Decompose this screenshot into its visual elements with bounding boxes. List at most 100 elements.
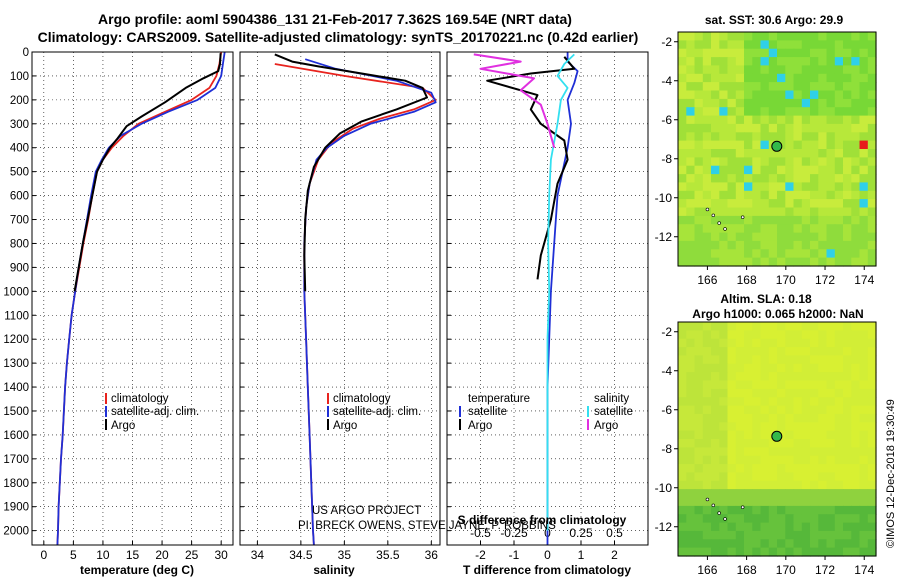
map-cell bbox=[686, 157, 696, 167]
map-cell bbox=[719, 322, 729, 331]
map-cell bbox=[744, 380, 753, 390]
map-cell bbox=[735, 182, 745, 192]
map-cell bbox=[702, 199, 712, 209]
map-cell bbox=[727, 199, 737, 209]
map-cell bbox=[777, 464, 786, 474]
map-cell bbox=[744, 363, 753, 373]
map-cell bbox=[810, 405, 819, 415]
map-cell bbox=[777, 65, 786, 75]
map-cell bbox=[735, 215, 745, 225]
map-cell bbox=[859, 397, 869, 407]
map-cell bbox=[719, 207, 729, 217]
map-cell bbox=[735, 405, 745, 415]
map-cell bbox=[843, 447, 852, 457]
map-cell bbox=[785, 330, 795, 340]
map-cell bbox=[810, 422, 819, 432]
map-cell bbox=[727, 455, 737, 465]
map-cell bbox=[744, 157, 753, 167]
map-cell bbox=[851, 65, 861, 75]
map-cell bbox=[867, 530, 877, 540]
map-cell bbox=[793, 207, 803, 217]
map-cell bbox=[678, 380, 687, 390]
map-cell bbox=[711, 98, 720, 108]
map-cell bbox=[719, 165, 729, 175]
map-cell bbox=[818, 107, 828, 117]
map-cell bbox=[678, 405, 687, 415]
map-cell bbox=[851, 48, 861, 58]
map-cell bbox=[818, 65, 828, 75]
map-cell bbox=[735, 347, 745, 357]
y-tick-label: 1800 bbox=[3, 478, 29, 490]
map-cell bbox=[719, 157, 729, 167]
map-cell bbox=[768, 232, 778, 242]
map-cell bbox=[818, 522, 828, 532]
legend-argo: Argo bbox=[333, 420, 357, 432]
figure-title-line2: Climatology: CARS2009. Satellite-adjuste… bbox=[38, 29, 639, 45]
map-cell bbox=[686, 140, 696, 150]
map-cell bbox=[768, 157, 778, 167]
map-cell bbox=[826, 224, 836, 234]
y-tick-label: 600 bbox=[10, 191, 29, 203]
map-cell bbox=[760, 338, 770, 348]
map-cell bbox=[735, 480, 745, 490]
map-cell bbox=[859, 322, 869, 331]
map-cell bbox=[711, 455, 720, 465]
map-cell bbox=[760, 157, 770, 167]
map-cell bbox=[760, 480, 770, 490]
map-cell bbox=[859, 48, 869, 58]
map-cell bbox=[777, 123, 786, 133]
map-cell bbox=[793, 182, 803, 192]
map-cell bbox=[859, 338, 869, 348]
y-tick-label: 900 bbox=[10, 262, 29, 274]
map-cell bbox=[678, 347, 687, 357]
map-cell bbox=[777, 132, 786, 142]
map-cell bbox=[801, 413, 811, 423]
map-cell bbox=[694, 347, 704, 357]
map-cell bbox=[735, 489, 745, 499]
map-cell bbox=[678, 57, 687, 67]
map-cell bbox=[686, 355, 696, 365]
map-cell bbox=[777, 190, 786, 200]
map-cell bbox=[801, 140, 811, 150]
map-cell bbox=[810, 439, 819, 448]
map-cell bbox=[711, 107, 720, 117]
map-cell bbox=[834, 215, 844, 225]
map-cell bbox=[834, 388, 844, 398]
map-cell bbox=[678, 464, 687, 474]
map-cell bbox=[793, 372, 803, 382]
map-cell bbox=[727, 380, 737, 390]
map-cell bbox=[702, 530, 712, 540]
map-cell bbox=[785, 489, 795, 499]
map-cell bbox=[826, 182, 836, 192]
map-cell bbox=[801, 157, 811, 167]
map-cell bbox=[801, 73, 811, 83]
map-cell bbox=[711, 422, 720, 432]
map-cell bbox=[859, 347, 869, 357]
map-cell bbox=[826, 190, 836, 200]
map-cell bbox=[843, 464, 852, 474]
map-cell bbox=[818, 190, 828, 200]
map-cell bbox=[843, 372, 852, 382]
map-cell bbox=[851, 489, 861, 499]
map-cell bbox=[859, 439, 869, 448]
map-cell bbox=[678, 439, 687, 448]
map-cell bbox=[801, 115, 811, 125]
map-cell bbox=[711, 497, 720, 507]
map-cell bbox=[859, 472, 869, 482]
map-cell bbox=[801, 539, 811, 549]
map-cell bbox=[867, 330, 877, 340]
map-cell bbox=[719, 455, 729, 465]
map-cell bbox=[810, 207, 819, 217]
map-cell bbox=[768, 397, 778, 407]
map-cell bbox=[843, 330, 852, 340]
map-cell bbox=[752, 489, 762, 499]
map-cell bbox=[867, 539, 877, 549]
map-cell bbox=[768, 405, 778, 415]
map-cell bbox=[851, 165, 861, 175]
map-cell bbox=[744, 65, 753, 75]
map-cell bbox=[694, 224, 704, 234]
map-cell bbox=[843, 547, 852, 557]
top-x-tick-label: 0.5 bbox=[606, 526, 623, 540]
map-cell bbox=[843, 174, 852, 184]
map-x-tick-label: 168 bbox=[737, 563, 757, 577]
